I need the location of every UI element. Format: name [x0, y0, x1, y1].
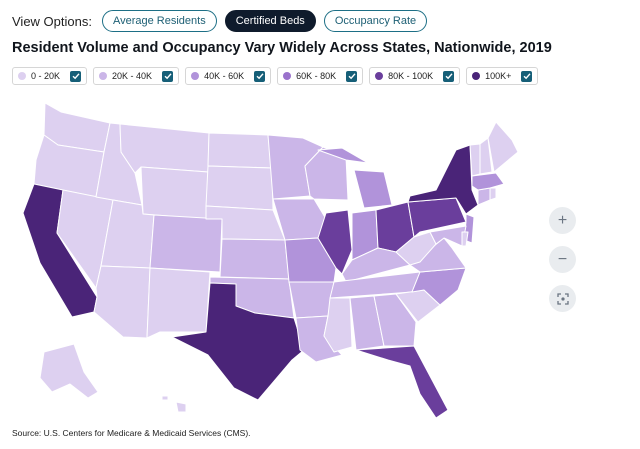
- legend-label: 80K - 100K: [388, 71, 434, 81]
- certified-beds-button[interactable]: Certified Beds: [224, 10, 316, 32]
- state-MD[interactable]: [429, 225, 467, 247]
- legend-swatch: [99, 72, 108, 80]
- legend-label: 0 - 20K: [31, 71, 61, 81]
- checkbox-icon[interactable]: [70, 70, 82, 82]
- checkbox-icon[interactable]: [254, 70, 266, 82]
- state-HI[interactable]: [175, 401, 187, 413]
- state-FL[interactable]: [355, 345, 449, 419]
- view-options-bar: View Options: Average Residents Certifie…: [12, 10, 428, 32]
- occupancy-rate-button[interactable]: Occupancy Rate: [323, 10, 428, 32]
- state-MA[interactable]: [471, 172, 505, 191]
- legend-label: 20K - 40K: [112, 71, 153, 81]
- state-MI-upper[interactable]: [317, 147, 369, 164]
- reset-view-button[interactable]: [549, 285, 576, 312]
- state-MO[interactable]: [284, 237, 337, 283]
- state-CT[interactable]: [477, 187, 491, 206]
- state-DE[interactable]: [461, 231, 469, 247]
- legend-item-60k-80k[interactable]: 60K - 80K: [277, 67, 364, 85]
- state-SD[interactable]: [205, 165, 274, 211]
- state-MT[interactable]: [119, 123, 210, 174]
- state-NH[interactable]: [479, 137, 493, 175]
- state-AK[interactable]: [39, 343, 99, 399]
- zoom-in-button[interactable]: +: [549, 207, 576, 234]
- state-RI[interactable]: [489, 187, 497, 201]
- fullscreen-icon: [556, 292, 569, 305]
- state-AR[interactable]: [288, 281, 335, 319]
- state-ND[interactable]: [207, 132, 273, 169]
- checkbox-icon[interactable]: [521, 70, 533, 82]
- state-VT[interactable]: [469, 143, 481, 177]
- legend-swatch: [472, 72, 481, 80]
- legend: 0 - 20K 20K - 40K 40K - 60K 60K - 80K 80…: [12, 67, 539, 85]
- state-GA[interactable]: [373, 293, 417, 347]
- legend-item-80k-100k[interactable]: 80K - 100K: [369, 67, 461, 85]
- checkbox-icon[interactable]: [346, 70, 358, 82]
- state-TX[interactable]: [171, 282, 305, 401]
- state-NM[interactable]: [146, 267, 211, 339]
- average-residents-button[interactable]: Average Residents: [101, 10, 217, 32]
- state-NY[interactable]: [407, 144, 479, 215]
- legend-label: 100K+: [485, 71, 512, 81]
- checkbox-icon[interactable]: [162, 70, 174, 82]
- legend-swatch: [375, 72, 384, 80]
- checkbox-icon[interactable]: [443, 70, 455, 82]
- zoom-out-button[interactable]: −: [549, 246, 576, 273]
- state-WI[interactable]: [304, 146, 349, 201]
- legend-item-100k-plus[interactable]: 100K+: [466, 67, 539, 85]
- map-title: Resident Volume and Occupancy Vary Widel…: [12, 40, 552, 56]
- us-choropleth-map: [22, 102, 519, 419]
- state-ME[interactable]: [487, 121, 519, 173]
- legend-swatch: [283, 72, 292, 80]
- state-MI[interactable]: [353, 169, 393, 209]
- legend-item-40k-60k[interactable]: 40K - 60K: [185, 67, 272, 85]
- state-AZ[interactable]: [93, 265, 151, 339]
- source-note: Source: U.S. Centers for Medicare & Medi…: [12, 428, 251, 438]
- legend-item-0-20k[interactable]: 0 - 20K: [12, 67, 88, 85]
- legend-swatch: [18, 72, 26, 80]
- state-KS[interactable]: [219, 238, 290, 280]
- legend-item-20k-40k[interactable]: 20K - 40K: [93, 67, 180, 85]
- view-options-label: View Options:: [12, 13, 92, 29]
- legend-label: 60K - 80K: [296, 71, 337, 81]
- state-WY[interactable]: [140, 166, 209, 220]
- state-HI-2[interactable]: [161, 395, 169, 401]
- legend-label: 40K - 60K: [204, 71, 245, 81]
- state-CO[interactable]: [149, 214, 223, 273]
- legend-swatch: [191, 72, 200, 80]
